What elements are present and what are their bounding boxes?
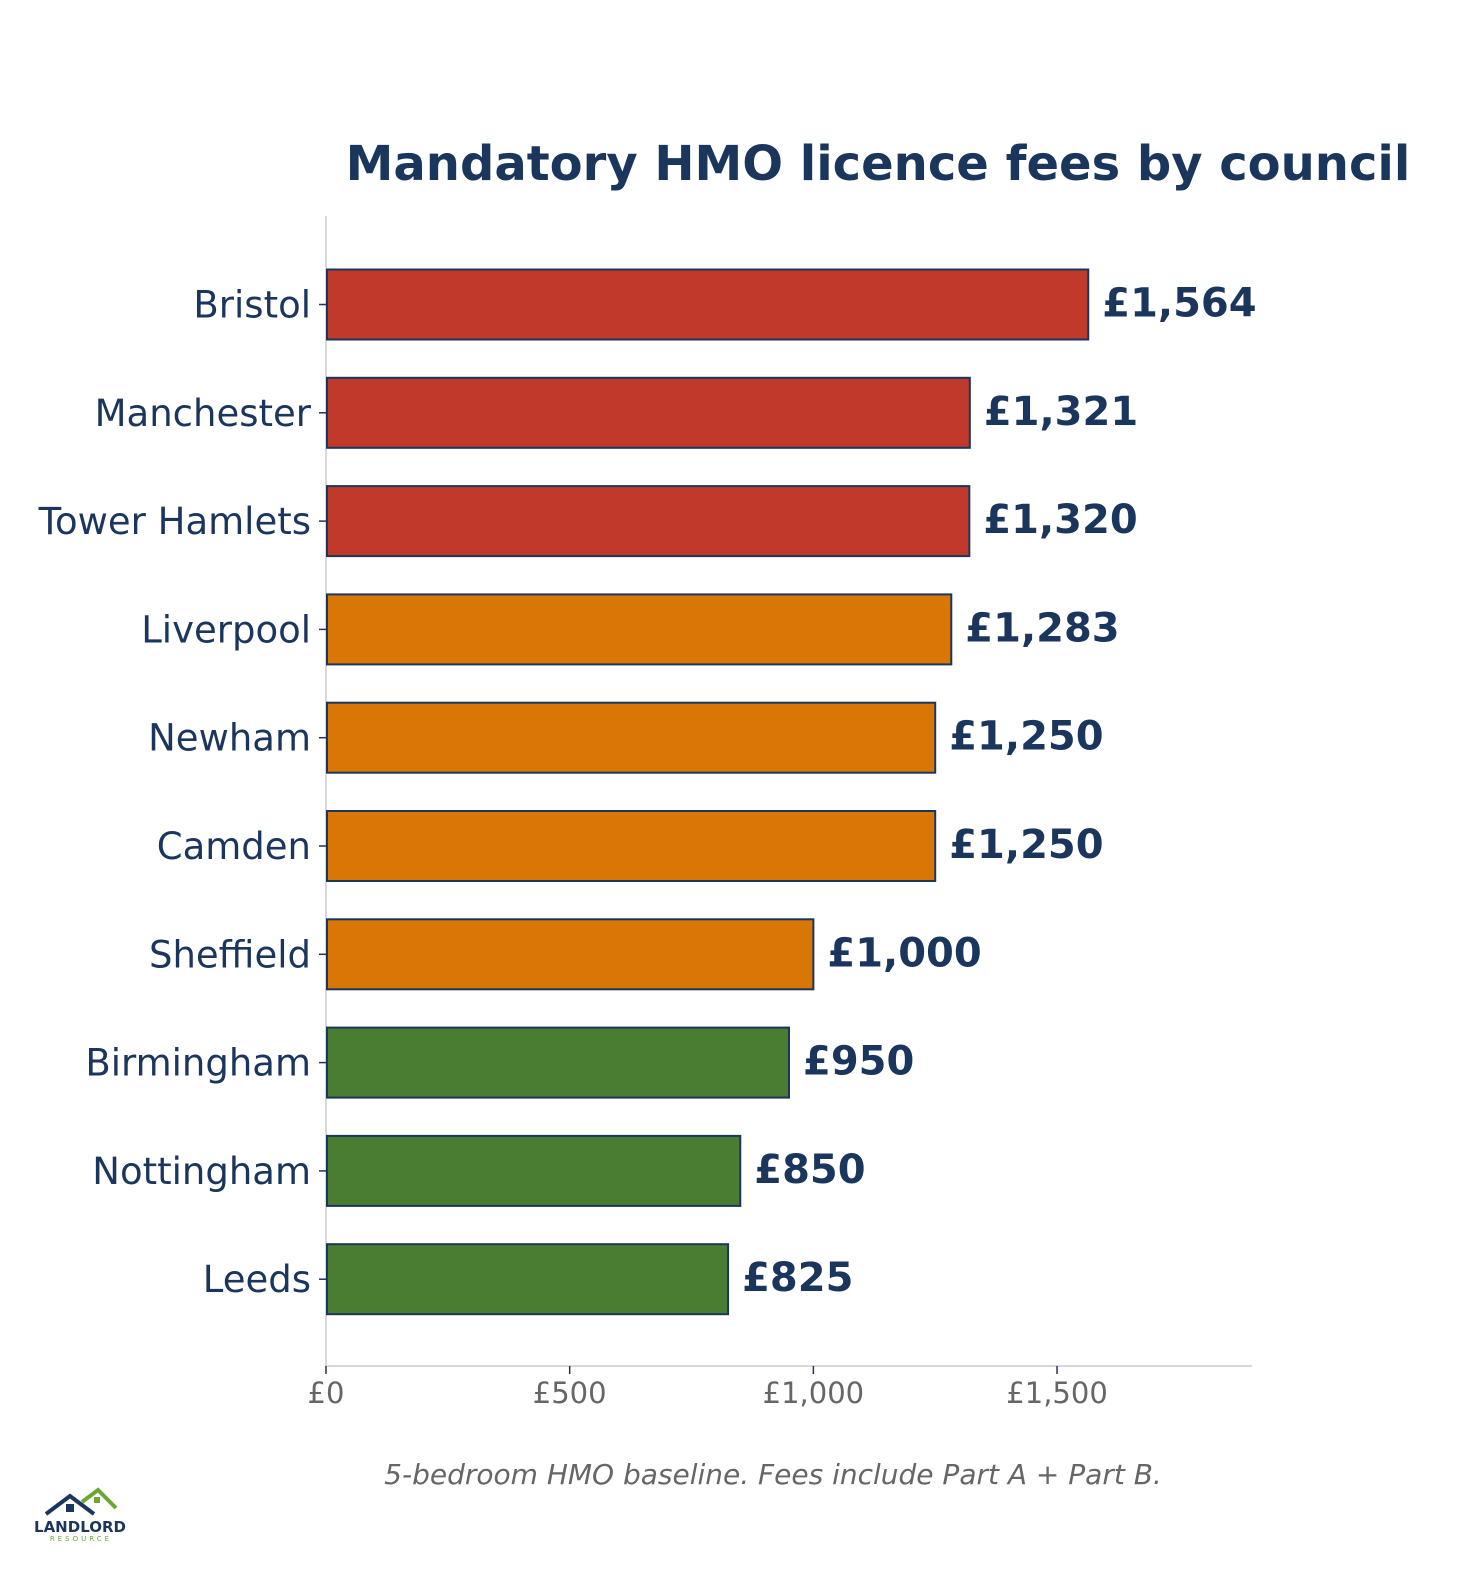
bar-nottingham xyxy=(326,1134,742,1207)
category-label: Bristol xyxy=(193,284,311,327)
value-label: £1,000 xyxy=(827,930,981,976)
bar-tower-hamlets xyxy=(326,485,971,558)
category-label: Leeds xyxy=(203,1258,311,1301)
value-label: £1,321 xyxy=(984,389,1138,435)
x-tick-label: £500 xyxy=(533,1376,607,1410)
bar-camden xyxy=(326,810,937,882)
logo-roof-icon xyxy=(44,1493,96,1516)
bar-manchester xyxy=(326,376,971,449)
bars-group: Bristol £1,564 Manchester £1,321 Tower Hamle… xyxy=(38,268,1257,1316)
value-label: £950 xyxy=(803,1039,914,1085)
value-label: £825 xyxy=(742,1255,853,1301)
x-tick-label: £1,000 xyxy=(763,1376,864,1410)
bar-leeds xyxy=(326,1243,730,1316)
chart-title: Mandatory HMO licence fees by council xyxy=(346,136,1411,192)
category-label: Sheffield xyxy=(149,933,311,976)
category-label: Tower Hamlets xyxy=(38,500,311,543)
category-label: Camden xyxy=(157,825,311,868)
category-label: Manchester xyxy=(95,392,312,435)
x-tick-label: £1,500 xyxy=(1006,1376,1107,1410)
chart-footnote: 5-bedroom HMO baseline. Fees include Par… xyxy=(384,1458,1162,1491)
value-label: £1,564 xyxy=(1102,281,1256,327)
bar-newham xyxy=(326,701,937,774)
logo-green-roof-icon xyxy=(80,1487,118,1510)
x-ticks-group: £0 £500 £1,000 £1,500 xyxy=(308,1366,1108,1410)
value-label: £1,320 xyxy=(983,497,1137,543)
category-label: Newham xyxy=(148,717,311,760)
x-tick-label: £0 xyxy=(308,1376,345,1410)
value-label: £1,283 xyxy=(965,605,1119,651)
logo-subtitle: RESOURCE xyxy=(50,1535,112,1543)
logo-name: LANDLORD xyxy=(34,1518,126,1536)
bar-liverpool xyxy=(326,593,953,666)
category-label: Birmingham xyxy=(85,1042,311,1085)
bar-bristol xyxy=(326,268,1090,341)
logo-green-window-icon xyxy=(94,1497,100,1503)
category-label: Liverpool xyxy=(141,608,311,651)
value-label: £850 xyxy=(754,1147,865,1193)
value-label: £1,250 xyxy=(949,714,1103,760)
logo-window-icon xyxy=(66,1504,74,1512)
bar-birmingham xyxy=(326,1026,790,1099)
bar-sheffield xyxy=(326,918,815,991)
category-label: Nottingham xyxy=(92,1150,311,1193)
value-label: £1,250 xyxy=(949,822,1103,868)
landlord-resource-logo: LANDLORD RESOURCE xyxy=(34,1487,126,1543)
